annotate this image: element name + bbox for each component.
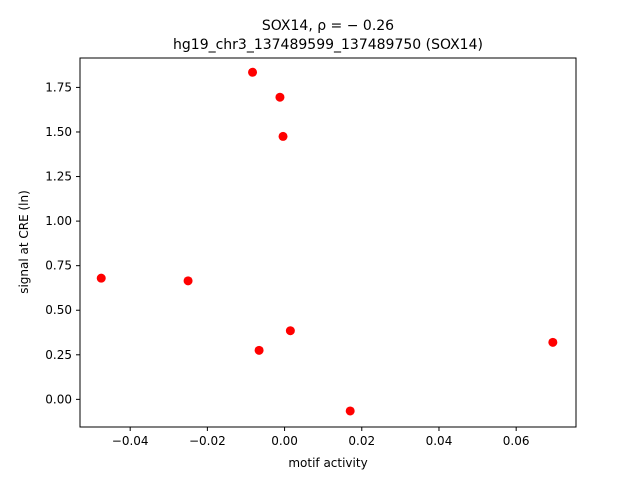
data-point xyxy=(96,273,106,283)
data-point xyxy=(248,67,258,77)
y-axis: 0.00 0.25 0.50 0.75 1.00 1.25 1.50 1.75 xyxy=(45,80,80,406)
data-point xyxy=(548,337,558,347)
y-tick-label: 1.00 xyxy=(45,214,72,228)
data-point xyxy=(278,131,288,141)
y-axis-label: signal at CRE (ln) xyxy=(17,190,31,294)
chart-title-line2: hg19_chr3_137489599_137489750 (SOX14) xyxy=(173,37,483,53)
y-tick-label: 1.75 xyxy=(45,80,72,94)
x-tick-label: 0.06 xyxy=(503,434,530,448)
data-point xyxy=(275,92,285,102)
y-tick-label: 1.25 xyxy=(45,170,72,184)
x-tick-label: 0.02 xyxy=(348,434,375,448)
y-tick-label: 0.00 xyxy=(45,392,72,406)
plot-frame xyxy=(79,57,577,428)
chart-title-line1: SOX14, ρ = − 0.26 xyxy=(262,18,394,34)
x-axis: −0.04 −0.02 0.00 0.02 0.04 0.06 xyxy=(112,427,530,448)
x-tick-label: 0.04 xyxy=(426,434,453,448)
x-tick-label: 0.00 xyxy=(271,434,298,448)
x-axis-label: motif activity xyxy=(288,456,367,470)
y-tick-label: 0.50 xyxy=(45,303,72,317)
y-tick-label: 0.25 xyxy=(45,348,72,362)
x-tick-label: −0.02 xyxy=(189,434,226,448)
data-point xyxy=(345,406,355,416)
data-point xyxy=(183,276,193,286)
data-point xyxy=(285,326,295,336)
data-point xyxy=(254,345,264,355)
data-points xyxy=(96,67,558,416)
y-tick-label: 0.75 xyxy=(45,259,72,273)
x-tick-label: −0.04 xyxy=(112,434,149,448)
y-tick-label: 1.50 xyxy=(45,125,72,139)
